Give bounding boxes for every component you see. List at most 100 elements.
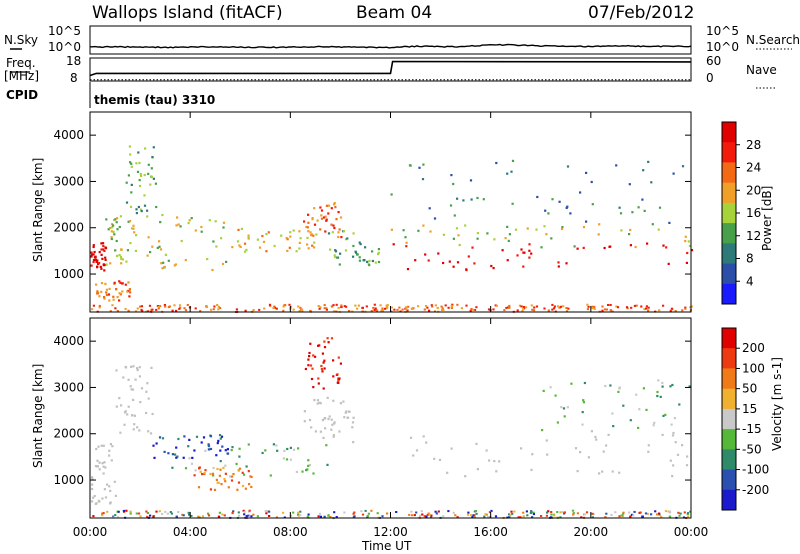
scatter-cell	[672, 464, 675, 467]
scatter-cell	[147, 172, 150, 175]
scatter-cell	[109, 262, 112, 265]
scatter-cell	[91, 500, 94, 503]
nave-tick-low: 0	[706, 71, 714, 85]
scatter-cell	[134, 310, 138, 313]
scatter-cell	[551, 303, 554, 306]
scatter-cell	[592, 513, 595, 516]
scatter-cell	[155, 442, 158, 445]
scatter-cell	[90, 255, 93, 258]
scatter-cell	[214, 220, 217, 223]
scatter-cell	[440, 305, 443, 308]
scatter-cell	[301, 308, 304, 311]
scatter-cell	[647, 450, 650, 453]
scatter-cell	[126, 413, 129, 416]
scatter-cell	[379, 304, 382, 307]
colorbar-tick-label: 12	[746, 229, 761, 243]
scatter-cell	[249, 475, 252, 478]
scatter-cell	[659, 395, 662, 398]
scatter-cell	[434, 510, 437, 513]
scatter-cell	[146, 512, 149, 514]
scatter-cell	[657, 228, 660, 231]
scatter-cell	[127, 378, 130, 381]
scatter-cell	[221, 513, 224, 516]
scatter-cell	[482, 198, 485, 201]
scatter-cell	[324, 215, 327, 218]
scatter-cell	[629, 228, 632, 232]
scatter-cell	[198, 467, 201, 470]
scatter-cell	[313, 399, 316, 402]
scatter-cell	[368, 259, 371, 262]
scatter-cell	[135, 234, 138, 237]
scatter-cell	[182, 456, 185, 459]
scatter-cell	[532, 511, 535, 514]
scatter-cell	[643, 308, 646, 311]
scatter-cell	[152, 146, 155, 149]
scatter-cell	[285, 458, 289, 461]
scatter-cell	[528, 249, 531, 252]
scatter-cell	[171, 453, 174, 456]
scatter-cell	[133, 423, 136, 426]
scatter-cell	[195, 435, 199, 438]
scatter-cell	[204, 469, 207, 472]
scatter-cell	[114, 307, 117, 310]
scatter-cell	[105, 263, 108, 266]
scatter-cell	[319, 515, 322, 518]
scatter-cell	[220, 435, 224, 438]
velocity-colorbar: 200 100 50 15 -15 -50 -100 -200	[721, 327, 769, 511]
nave-label: Nave	[746, 63, 777, 77]
scatter-cell	[563, 511, 566, 514]
scatter-cell	[275, 307, 278, 310]
scatter-cell	[101, 512, 104, 515]
scatter-cell	[352, 255, 355, 258]
scatter-cell	[586, 308, 589, 311]
scatter-cell	[100, 242, 103, 245]
scatter-cell	[238, 467, 242, 470]
scatter-cell	[161, 267, 164, 270]
scatter-cell	[469, 179, 473, 182]
scatter-cell	[690, 249, 694, 252]
scatter-cell	[188, 438, 191, 441]
scatter-cell	[276, 449, 279, 452]
x-tick-label: 04:00	[173, 525, 208, 539]
scatter-cell	[333, 203, 336, 206]
scatter-cell	[332, 375, 335, 378]
scatter-cell	[212, 240, 215, 243]
scatter-cell	[116, 254, 119, 257]
scatter-cell	[138, 429, 141, 432]
scatter-cell	[116, 217, 119, 220]
y-tick-label: 1000	[53, 267, 84, 281]
scatter-cell	[148, 304, 152, 307]
scatter-cell	[140, 174, 143, 177]
scatter-cell	[557, 261, 560, 264]
scatter-cell	[689, 510, 692, 513]
scatter-cell	[427, 259, 430, 262]
scatter-cell	[558, 306, 561, 309]
scatter-cell	[275, 516, 278, 519]
scatter-cell	[583, 513, 587, 516]
scatter-cell	[164, 253, 167, 256]
scatter-cell	[121, 258, 124, 261]
scatter-cell	[130, 165, 133, 168]
scatter-cell	[98, 304, 101, 307]
scatter-cell	[111, 304, 114, 307]
scatter-cell	[336, 373, 339, 376]
scatter-cell	[130, 191, 133, 194]
scatter-cell	[556, 305, 560, 308]
scatter-cell	[340, 306, 343, 309]
scatter-cell	[151, 308, 154, 311]
scatter-cell	[139, 515, 142, 518]
scatter-cell	[211, 472, 215, 475]
scatter-cell	[280, 234, 283, 237]
freq-panel: Freq. [MHz] Nave 18 8 60 0	[4, 54, 777, 89]
scatter-cell	[686, 251, 689, 255]
scatter-cell	[614, 511, 617, 514]
y-tick-label: 2000	[53, 221, 84, 235]
scatter-cell	[131, 388, 135, 391]
scatter-cell	[674, 441, 677, 444]
colorbar-tick-label: 4	[746, 274, 754, 288]
scatter-cell	[135, 162, 138, 165]
scatter-cell	[638, 408, 641, 411]
scatter-cell	[595, 438, 598, 441]
nsky-tick-low-left: 10^0	[48, 40, 81, 54]
scatter-cell	[405, 241, 408, 244]
